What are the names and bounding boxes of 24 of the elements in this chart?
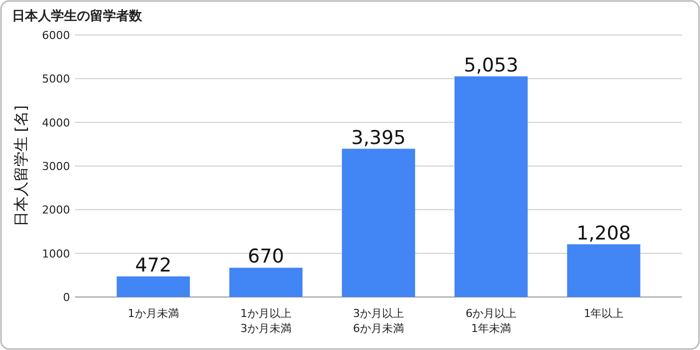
x-tick-label: 1か月以上 3か月未満 <box>240 307 292 335</box>
data-label: 472 <box>135 254 172 276</box>
y-tick-label: 3000 <box>42 160 70 173</box>
x-tick-label: 1か月未満 <box>128 307 179 320</box>
y-tick-label: 5000 <box>42 72 70 86</box>
bar <box>229 268 302 297</box>
y-tick-label: 6000 <box>42 29 70 42</box>
x-tick-label: 1年以上 <box>584 307 624 320</box>
data-label: 1,208 <box>576 222 631 244</box>
y-tick-label: 4000 <box>42 116 70 130</box>
y-tick-label: 2000 <box>42 204 70 217</box>
x-tick-label: 6か月以上 1年未満 <box>466 307 517 335</box>
data-label: 670 <box>248 246 284 268</box>
y-tick-label: 0 <box>63 291 70 304</box>
bar <box>342 148 416 297</box>
x-tick-label: 3か月以上 6か月未満 <box>353 307 404 335</box>
data-label: 3,395 <box>351 126 406 149</box>
y-tick-label: 1000 <box>42 247 70 260</box>
data-label: 5,053 <box>464 54 518 76</box>
bar <box>567 244 640 297</box>
y-axis-title: 日本人留学生 [名] <box>12 105 30 227</box>
bar <box>116 276 190 297</box>
chart-title: 日本人学生の留学者数 <box>12 9 143 24</box>
bar <box>454 76 528 297</box>
